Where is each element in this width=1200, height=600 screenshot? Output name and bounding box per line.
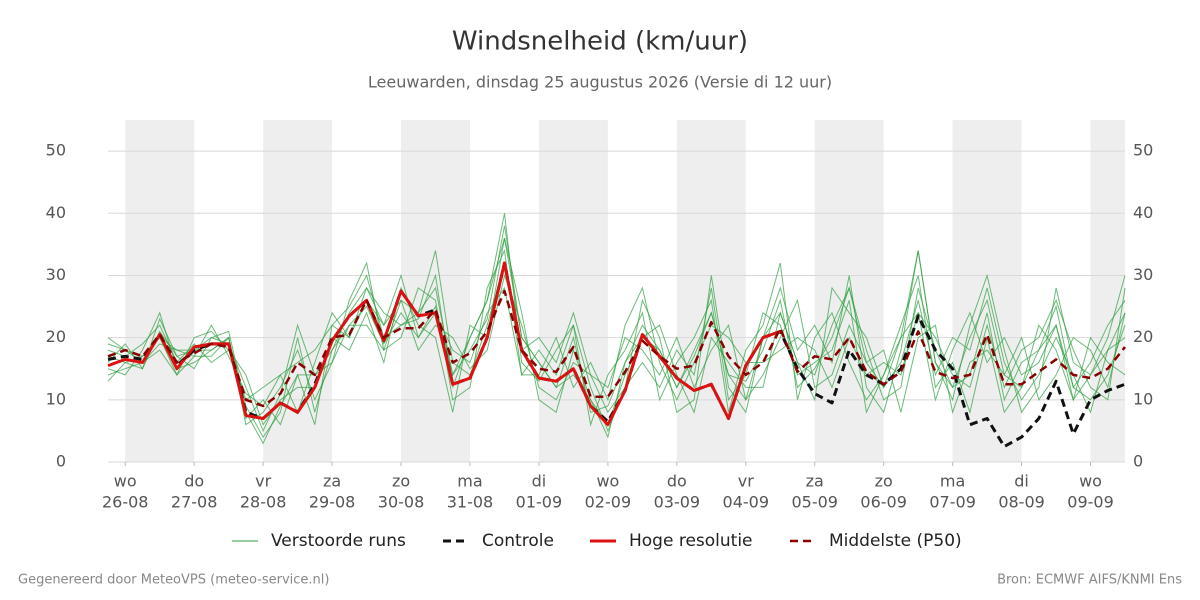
x-tick-date: 06-09	[860, 493, 907, 512]
x-tick-date: 27-08	[171, 493, 218, 512]
x-tick-label: ma	[940, 472, 965, 491]
footer-left: Gegenereerd door MeteoVPS (meteo-service…	[18, 573, 329, 588]
chart-subtitle: Leeuwarden, dinsdag 25 augustus 2026 (Ve…	[368, 73, 832, 92]
x-tick-date: 28-08	[240, 493, 287, 512]
x-tick-date: 30-08	[378, 493, 425, 512]
y-tick-label: 30	[46, 265, 66, 284]
x-tick-label: di	[532, 472, 547, 491]
x-tick-label: vr	[738, 472, 754, 491]
x-tick-date: 01-09	[516, 493, 563, 512]
x-tick-label: wo	[114, 472, 137, 491]
x-tick-date: 09-09	[1067, 493, 1114, 512]
day-shading	[952, 120, 1022, 462]
x-tick-date: 04-09	[723, 493, 770, 512]
y-tick-label: 20	[46, 327, 66, 346]
y2-tick-label: 40	[1133, 203, 1153, 222]
x-tick-date: 08-09	[998, 493, 1045, 512]
y2-tick-label: 20	[1133, 327, 1153, 346]
legend-label: Verstoorde runs	[271, 531, 406, 551]
x-tick-label: di	[1014, 472, 1029, 491]
y2-tick-label: 10	[1133, 389, 1153, 408]
x-tick-label: ma	[457, 472, 482, 491]
x-tick-label: do	[184, 472, 204, 491]
y2-tick-label: 50	[1133, 141, 1153, 160]
legend-label: Controle	[482, 531, 554, 551]
legend-label: Middelste (P50)	[829, 531, 962, 551]
y-tick-label: 40	[46, 203, 66, 222]
legend-label: Hoge resolutie	[629, 531, 753, 551]
day-shading	[538, 120, 608, 462]
x-tick-label: za	[806, 472, 824, 491]
y2-tick-label: 0	[1133, 452, 1143, 471]
x-tick-date: 05-09	[791, 493, 838, 512]
x-tick-date: 03-09	[654, 493, 701, 512]
series-line	[107, 289, 1126, 408]
day-shading	[401, 120, 470, 462]
chart-title: Windsnelheid (km/uur)	[452, 27, 748, 57]
y-tick-label: 0	[56, 452, 66, 471]
x-tick-label: wo	[596, 472, 619, 491]
x-tick-label: vr	[255, 472, 271, 491]
x-tick-date: 29-08	[309, 493, 356, 512]
x-tick-date: 07-09	[929, 493, 976, 512]
y-tick-label: 50	[46, 141, 66, 160]
day-shading	[125, 120, 195, 462]
x-tick-date: 26-08	[102, 493, 149, 512]
x-tick-label: do	[667, 472, 687, 491]
x-tick-label: zo	[392, 472, 410, 491]
x-tick-date: 02-09	[585, 493, 632, 512]
ensemble-line	[107, 273, 1126, 407]
day-shading	[814, 120, 884, 462]
day-shading	[1090, 120, 1125, 462]
y2-tick-label: 30	[1133, 265, 1153, 284]
footer-right: Bron: ECMWF AIFS/KNMI Ens	[997, 573, 1182, 588]
x-tick-label: za	[323, 472, 341, 491]
y-tick-label: 10	[46, 389, 66, 408]
series-line	[107, 261, 781, 427]
x-tick-date: 31-08	[447, 493, 494, 512]
x-tick-label: wo	[1079, 472, 1102, 491]
x-tick-label: zo	[875, 472, 893, 491]
